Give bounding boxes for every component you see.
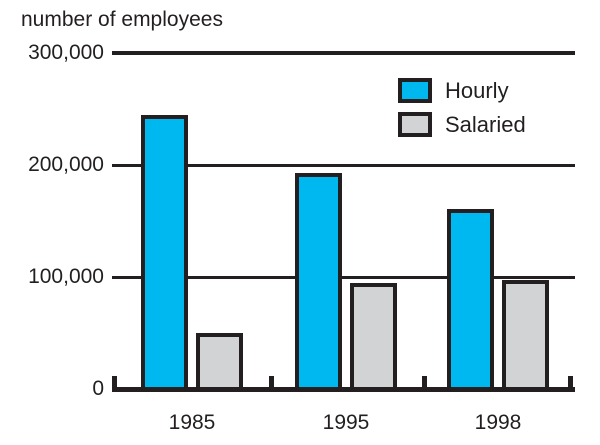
bar-hourly-1995 xyxy=(295,172,342,392)
bar-hourly-1998 xyxy=(447,208,494,392)
x-axis-line xyxy=(112,387,575,392)
bar-salaried-1995 xyxy=(350,282,397,392)
legend-item-hourly: Hourly xyxy=(398,78,526,103)
y-axis-tick-label: 200,000 xyxy=(28,153,104,176)
legend: Hourly Salaried xyxy=(398,78,526,146)
legend-item-salaried: Salaried xyxy=(398,112,526,137)
chart-title: number of employees xyxy=(21,8,223,31)
legend-label-hourly: Hourly xyxy=(445,78,509,103)
x-axis-tick xyxy=(269,376,274,388)
legend-swatch-hourly xyxy=(398,78,432,103)
gridline xyxy=(112,275,575,279)
bar-hourly-1985 xyxy=(141,114,188,392)
y-axis-tick-label: 0 xyxy=(92,377,104,400)
y-axis-tick-label: 300,000 xyxy=(28,41,104,64)
bar-salaried-1985 xyxy=(196,333,243,392)
x-axis-tick xyxy=(568,376,573,388)
x-axis-category-label: 1985 xyxy=(168,411,216,434)
x-axis-tick xyxy=(112,376,117,388)
x-axis-category-label: 1998 xyxy=(474,411,522,434)
bar-salaried-1998 xyxy=(502,280,549,392)
legend-label-salaried: Salaried xyxy=(445,112,526,137)
x-axis-category-label: 1995 xyxy=(322,411,370,434)
legend-swatch-salaried xyxy=(398,112,432,137)
y-axis-tick-label: 100,000 xyxy=(28,265,104,288)
gridline xyxy=(112,163,575,167)
x-axis-tick xyxy=(422,376,427,388)
gridline xyxy=(112,51,575,55)
